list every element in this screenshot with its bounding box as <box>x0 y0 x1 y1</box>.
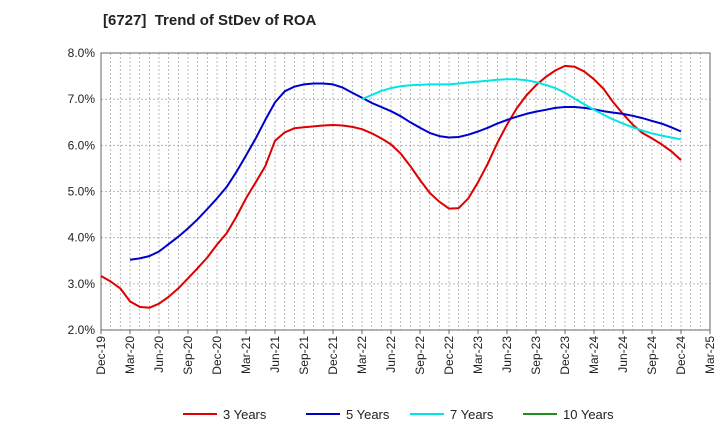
x-tick-label: Jun-24 <box>616 336 630 373</box>
y-tick-label: 8.0% <box>68 46 96 60</box>
x-tick-label: Sep-24 <box>645 336 659 375</box>
x-tick-label: Mar-21 <box>239 336 253 374</box>
x-tick-label: Sep-20 <box>181 336 195 375</box>
x-tick-label: Dec-21 <box>326 336 340 375</box>
x-tick-label: Dec-20 <box>210 336 224 375</box>
y-tick-label: 4.0% <box>68 231 96 245</box>
x-tick-label: Mar-25 <box>703 336 717 374</box>
x-tick-label: Mar-23 <box>471 336 485 374</box>
x-tick-label: Dec-22 <box>442 336 456 375</box>
series-lines <box>100 64 682 309</box>
x-axis: Dec-19 Mar-20 Jun-20 Sep-20 Dec-20 Mar-21 Jun-… <box>94 330 717 375</box>
series-line-5-years <box>129 82 682 261</box>
x-tick-label: Jun-23 <box>500 336 514 373</box>
legend: 3 Years 5 Years 7 Years 10 Years <box>183 407 614 422</box>
series-line-3-years <box>100 64 682 309</box>
x-tick-label: Sep-22 <box>413 336 427 375</box>
legend-label: 5 Years <box>346 407 390 422</box>
series-line-7-years <box>361 78 682 141</box>
plot-border <box>100 52 711 331</box>
legend-label: 10 Years <box>563 407 614 422</box>
x-tick-label: Dec-19 <box>94 336 108 375</box>
y-axis: 2.0% 3.0% 4.0% 5.0% 6.0% 7.0% 8.0% <box>68 46 96 337</box>
x-tick-label: Mar-24 <box>587 336 601 374</box>
x-tick-label: Jun-21 <box>268 336 282 373</box>
x-tick-label: Sep-23 <box>529 336 543 375</box>
x-tick-label: Sep-21 <box>297 336 311 375</box>
legend-label: 7 Years <box>450 407 494 422</box>
legend-label: 3 Years <box>223 407 267 422</box>
x-tick-label: Mar-22 <box>355 336 369 374</box>
x-tick-label: Jun-20 <box>152 336 166 373</box>
y-tick-label: 3.0% <box>68 277 96 291</box>
y-tick-label: 6.0% <box>68 138 96 152</box>
x-tick-label: Mar-20 <box>123 336 137 374</box>
chart-title: [6727] Trend of StDev of ROA <box>103 12 317 29</box>
x-tick-label: Dec-24 <box>674 336 688 375</box>
y-tick-label: 7.0% <box>68 92 96 106</box>
x-tick-label: Jun-22 <box>384 336 398 373</box>
y-tick-label: 5.0% <box>68 185 96 199</box>
y-tick-label: 2.0% <box>68 323 96 337</box>
x-tick-label: Dec-23 <box>558 336 572 375</box>
